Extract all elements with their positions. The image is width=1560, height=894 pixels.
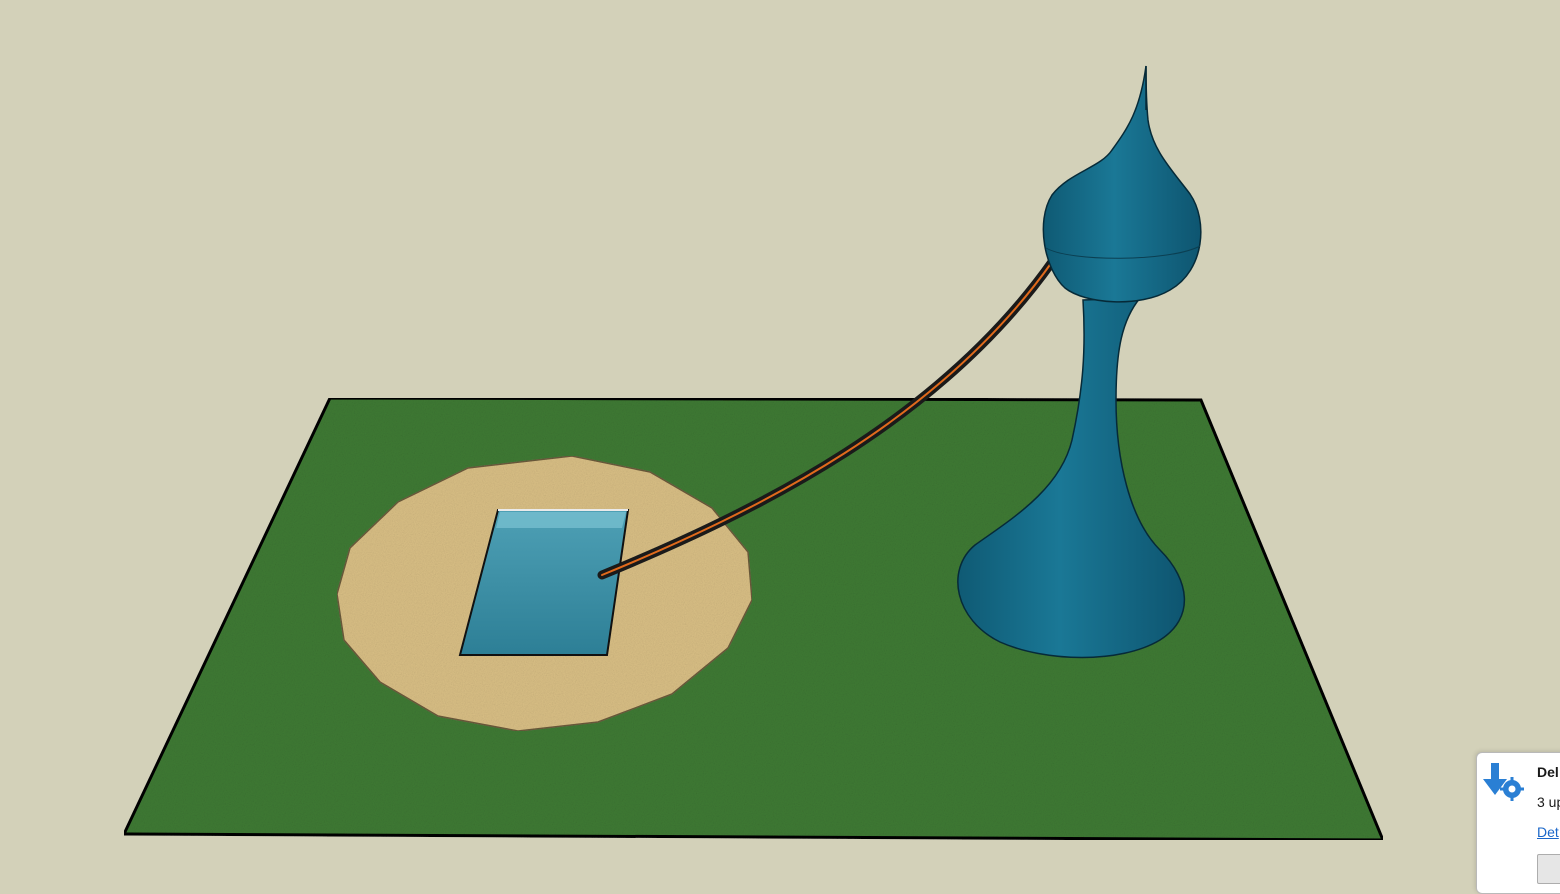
notification-details-link[interactable]: Det <box>1537 824 1559 840</box>
notification-body: 3 up <box>1537 794 1560 810</box>
water-tower <box>957 65 1202 659</box>
notification-action-button[interactable] <box>1537 854 1560 884</box>
update-notification-popup[interactable]: Del 3 up Det <box>1476 752 1560 894</box>
swimming-pool <box>458 509 630 656</box>
notification-title: Del <box>1537 764 1559 780</box>
grass-ground-plane <box>121 396 1386 842</box>
download-gear-icon <box>1481 759 1525 803</box>
3d-scene-canvas[interactable] <box>0 0 1560 876</box>
water-pipe <box>597 257 1057 580</box>
